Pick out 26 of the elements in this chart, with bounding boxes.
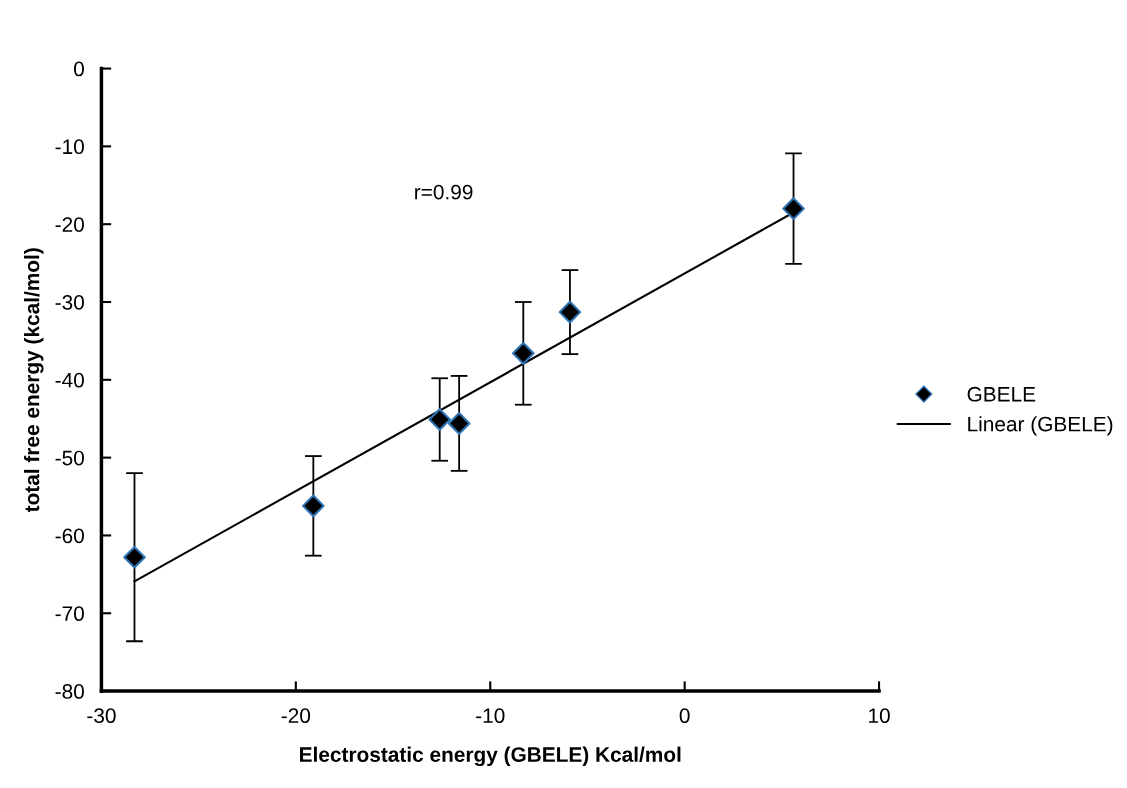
x-tick-label: 0 [679, 708, 690, 724]
y-axis-title: total free energy (kcal/mol) [24, 248, 44, 513]
legend-label: Linear (GBELE) [968, 416, 1113, 436]
point [123, 545, 146, 569]
y-tick-label: -70 [55, 606, 84, 622]
point [558, 300, 582, 324]
x-tick-label: -10 [476, 708, 505, 724]
annotation: r=0.99 [415, 184, 473, 200]
point [428, 408, 452, 431]
point [782, 197, 805, 220]
y-tick-label: 0 [73, 61, 84, 77]
legend-label: GBELE [967, 386, 1036, 402]
y-tick-label: -50 [55, 450, 84, 466]
point [301, 494, 325, 518]
y-tick-label: -20 [55, 217, 84, 232]
y-tick-label: -40 [55, 372, 84, 388]
y-tick-label: -30 [55, 295, 84, 310]
y-tick-label: -10 [55, 139, 84, 155]
x-axis-title: Electrostatic energy (GBELE) Kcal/mol [300, 746, 681, 767]
x-tick-label: -30 [87, 708, 116, 724]
point [447, 412, 471, 435]
y-tick-label: -80 [55, 684, 84, 699]
x-tick-label: 10 [869, 708, 890, 724]
y-tick-label: -60 [55, 528, 84, 544]
point [511, 342, 535, 365]
x-tick-label: -20 [281, 708, 311, 724]
